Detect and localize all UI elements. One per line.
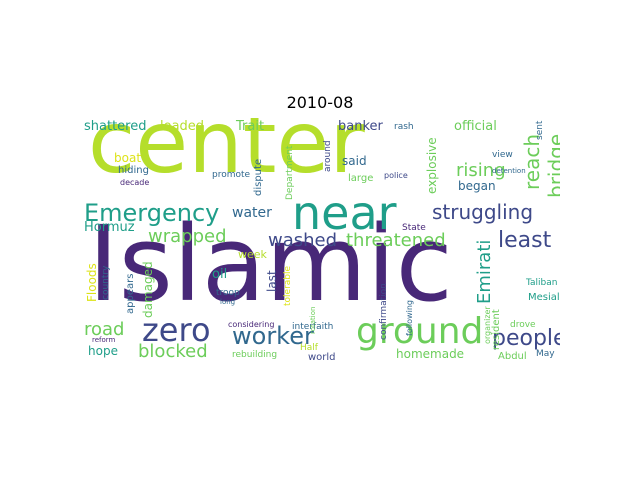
word-islamic: Islamic [88,203,453,325]
word-police: police [384,171,408,180]
word-half: Half [300,343,318,353]
word-reach: reach [520,133,544,190]
word-hope: hope [88,344,118,358]
word-center: center [88,118,365,193]
word-appears: appears [125,273,136,314]
word-rising: rising [456,160,506,181]
chart-title: 2010-08 [286,93,354,112]
word-blocked: blocked [138,341,208,362]
word-road: road [84,319,125,340]
word-began: began [458,179,496,193]
word-resident: resident [491,309,502,350]
word-cloud: center Islamic near ground zero Emergenc… [80,118,560,362]
word-threatened: threatened [346,230,446,251]
word-week: week [238,248,267,261]
word-long: long [220,298,236,306]
word-said: said [342,154,367,168]
word-reform: reform [92,336,116,344]
word-struggling: struggling [432,200,534,224]
word-tolerable: tolerable [283,265,293,306]
word-view: view [492,150,513,160]
word-detention: detention [492,167,526,175]
word-loaded: loaded [160,119,205,134]
word-mesial: Mesial [528,292,560,303]
word-confirmation: confirmation [379,283,389,340]
word-taliban: Taliban [526,278,558,288]
word-troop: troop [216,288,240,298]
word-least: least [498,228,552,253]
word-department: Department [285,145,295,200]
word-shattered: shattered [84,119,147,134]
word-emergency: Emergency [84,199,220,227]
word-banker: banker [338,119,383,134]
word-abdul: Abdul [498,351,527,362]
word-following: following [405,300,414,336]
word-ground: ground [356,311,484,352]
word-country: country [101,265,111,300]
word-floods: Floods [85,263,99,302]
word-zero: zero [142,311,211,349]
word-considering: considering [228,320,275,329]
word-large: large [348,173,374,184]
word-wrapped: wrapped [148,226,227,247]
word-world: world [308,352,336,363]
word-rash: rash [394,122,414,132]
word-hormuz: Hormuz [84,220,135,235]
word-dispute: dispute [253,158,264,196]
word-trait: Trait [236,119,265,134]
word-state: State [402,223,426,233]
word-may: May [536,349,555,359]
word-last: last [265,270,279,292]
word-near: near [292,186,397,240]
word-rebuilding: rebuilding [232,350,278,360]
word-oil: oil [212,267,228,282]
word-drove: drove [510,320,536,330]
word-washed: washed [268,230,338,251]
word-organizer: organizer [483,306,492,344]
word-people: people [492,326,560,351]
word-boat: boat [114,151,142,165]
word-promote: promote [212,170,251,180]
word-around: around [323,140,333,172]
word-homemade: homemade [396,347,465,361]
word-official: official [454,119,497,134]
word-decade: decade [120,178,150,187]
word-rotation: rotation [309,306,317,334]
word-water: water [232,205,272,221]
word-bridge: bridge [544,133,560,198]
word-hiding: hiding [118,165,149,176]
word-worker: worker [232,322,314,350]
word-damaged: damaged [141,261,155,318]
word-emirati: Emirati [474,239,495,304]
word-explosive: explosive [425,137,439,194]
word-sent: sent [535,120,545,140]
word-interfaith: interfaith [292,322,334,332]
